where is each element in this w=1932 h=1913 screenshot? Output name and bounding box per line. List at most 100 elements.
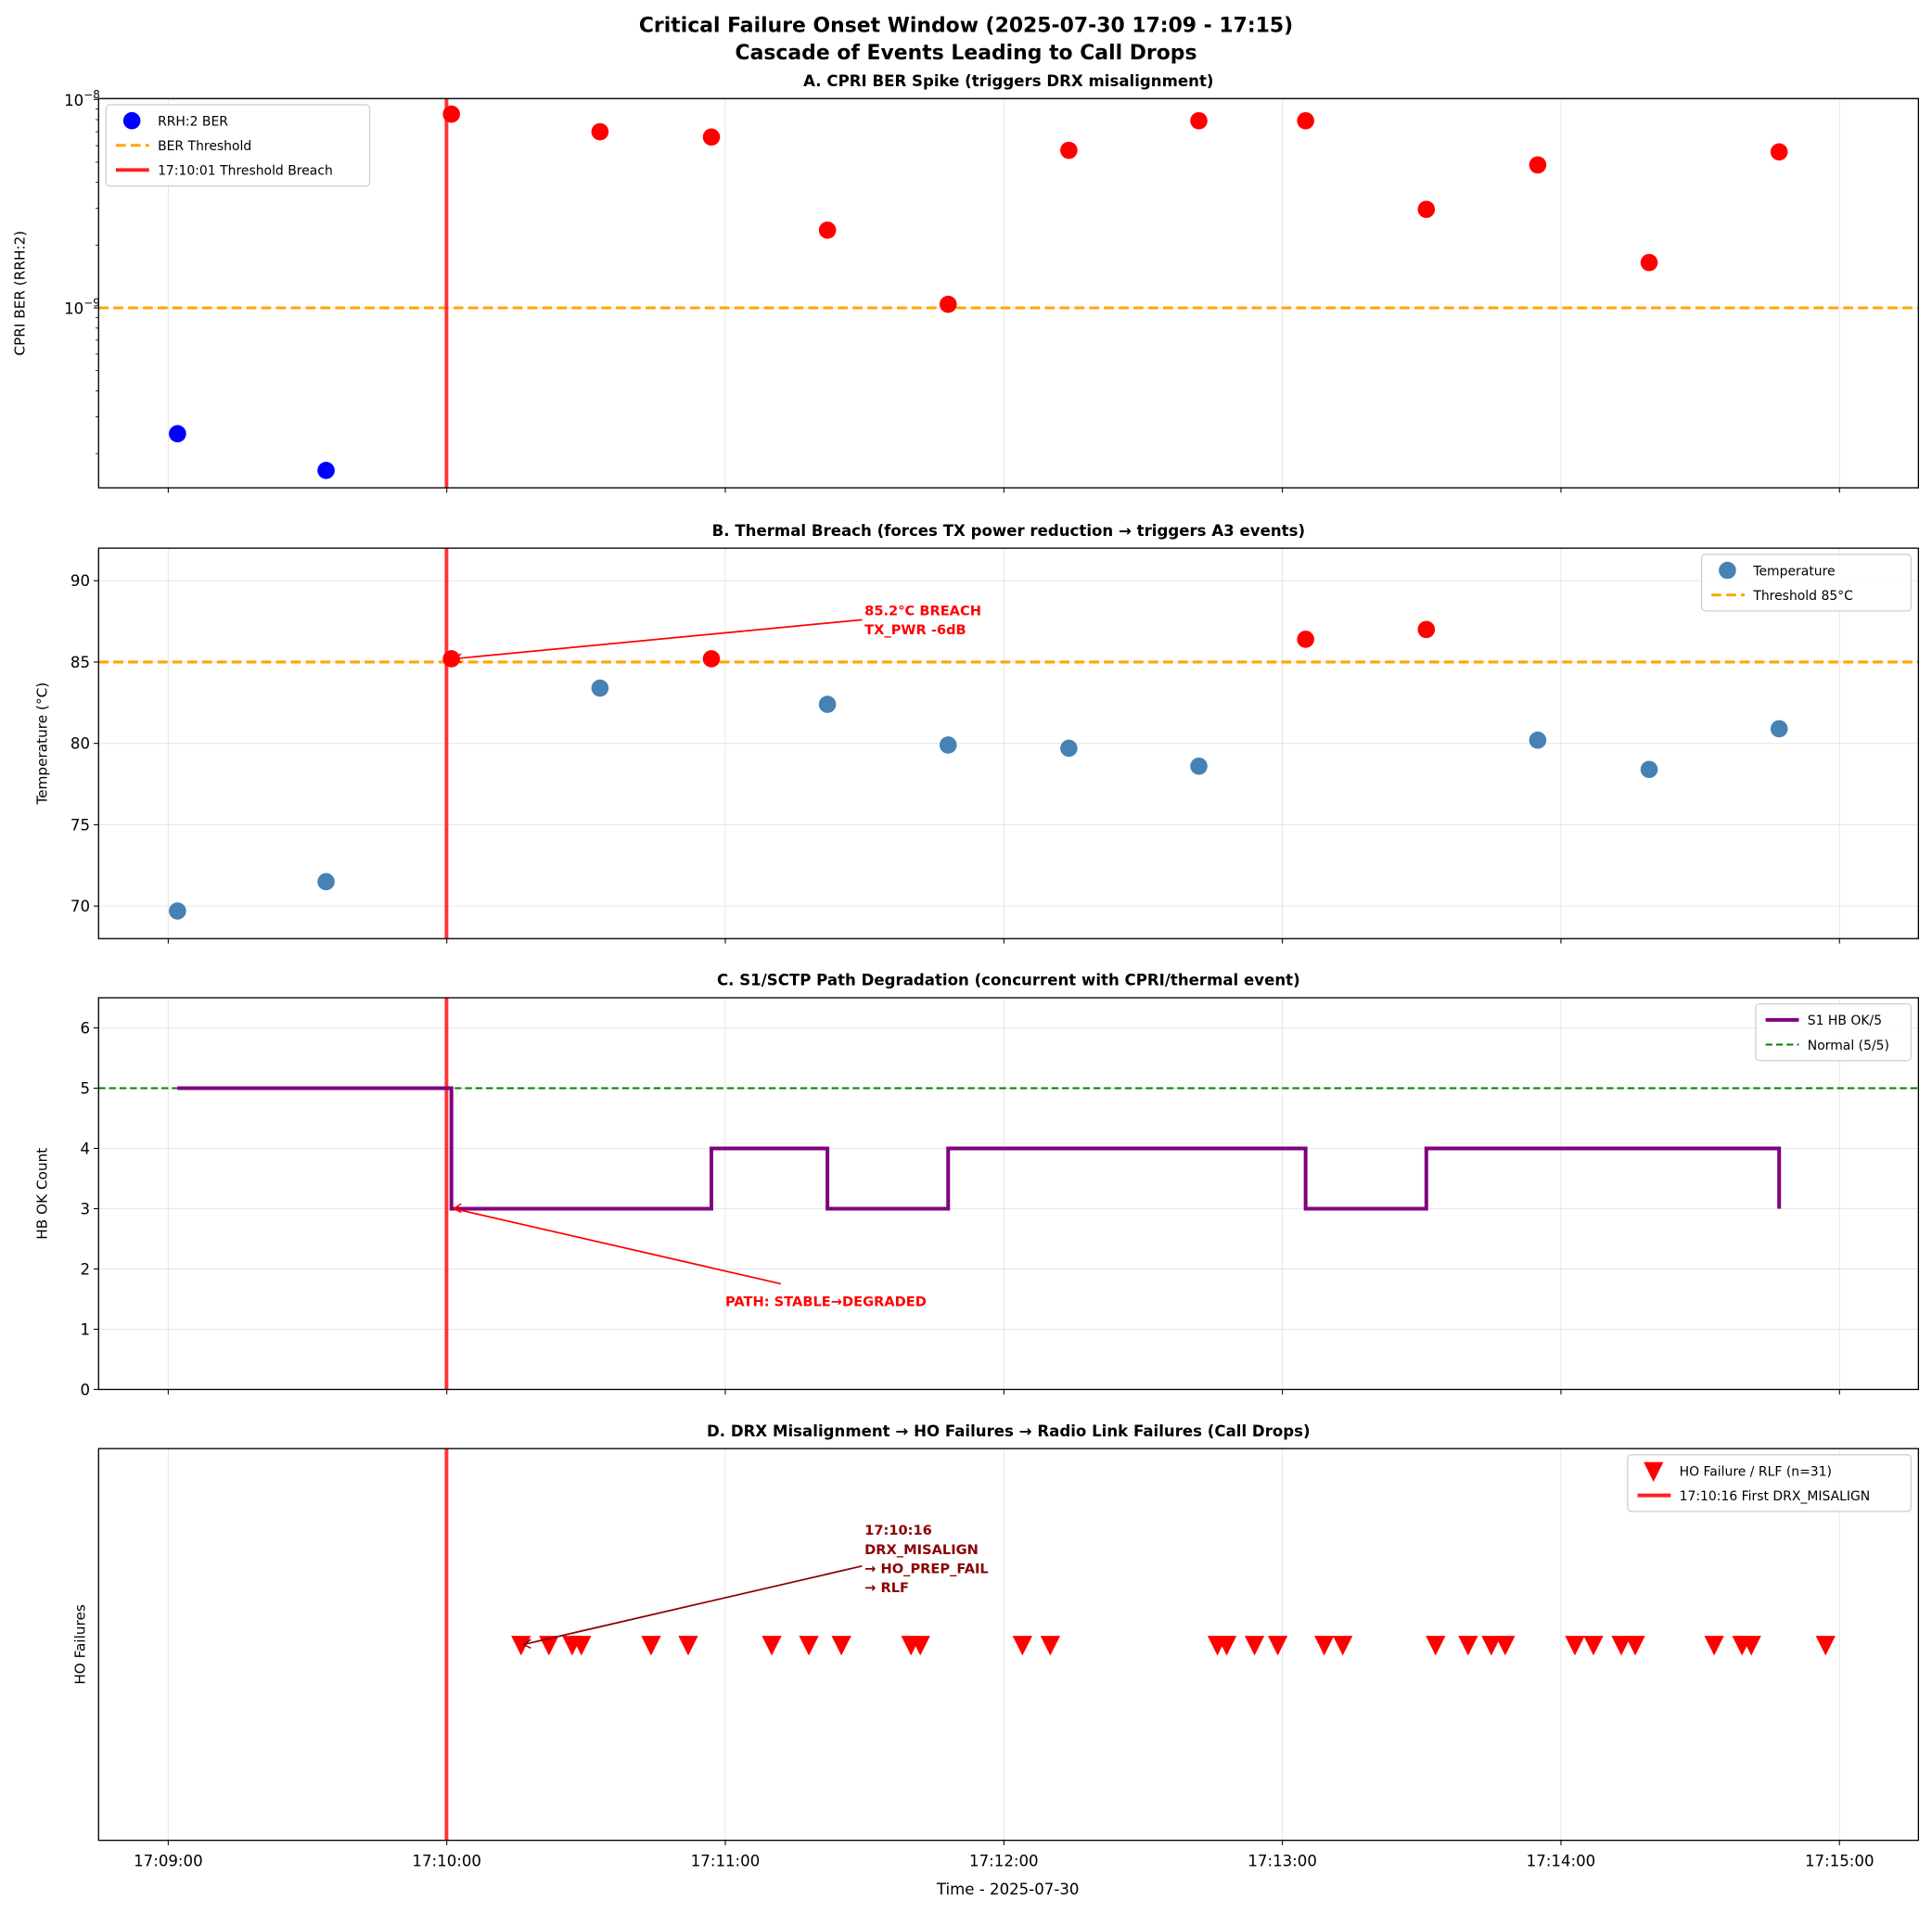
ho-failure-marker [910, 1636, 930, 1656]
chart-subtitle: Cascade of Events Leading to Call Drops [736, 42, 1197, 65]
x-tick-label: 17:12:00 [969, 1853, 1039, 1870]
ho-failure-marker [678, 1636, 698, 1656]
x-tick-label: 17:09:00 [134, 1853, 203, 1870]
annotation-arrow [454, 1207, 781, 1285]
data-point [1640, 253, 1658, 272]
annotation-text: TX_PWR -6dB [864, 622, 966, 638]
y-axis-label: HB OK Count [34, 1148, 51, 1240]
data-point [591, 122, 609, 141]
x-tick-label: 17:11:00 [691, 1853, 761, 1870]
annotation-arrow [454, 619, 863, 660]
ho-failure-marker [1426, 1636, 1446, 1656]
y-tick-base: 10 [64, 300, 83, 318]
data-point [702, 128, 721, 147]
y-tick-label: 85 [70, 654, 90, 671]
ho-failure-marker [1244, 1636, 1265, 1656]
ho-failure-marker [1458, 1636, 1478, 1656]
annotation-text: 85.2°C BREACH [864, 603, 981, 619]
data-point [1417, 200, 1436, 219]
y-tick-label: 2 [80, 1260, 90, 1278]
ho-failure-marker [1495, 1636, 1516, 1656]
axes-frame [97, 997, 1920, 1391]
data-point [442, 105, 461, 123]
data-point [1297, 111, 1314, 130]
ho-failure-marker [1481, 1636, 1502, 1656]
ho-failure-marker [799, 1636, 819, 1656]
annotation-text: DRX_MISALIGN [864, 1542, 979, 1558]
panel-A: 10−810−9A. CPRI BER Spike (triggers DRX … [12, 72, 1920, 493]
ho-failure-marker [1040, 1636, 1061, 1656]
y-tick-label: 3 [80, 1200, 90, 1218]
data-point [169, 425, 186, 443]
ho-failure-marker [1333, 1636, 1353, 1656]
y-tick-exp: −8 [83, 88, 100, 101]
ho-failure-marker [1611, 1636, 1631, 1656]
data-point [1190, 757, 1208, 775]
annotation-text: 17:10:16 [864, 1523, 932, 1538]
x-tick-label: 17:10:00 [412, 1853, 481, 1870]
ho-failure-marker [1314, 1636, 1335, 1656]
legend-marker-icon [1719, 561, 1736, 580]
subplots: 10−810−9A. CPRI BER Spike (triggers DRX … [12, 72, 1920, 1870]
y-tick-label: 80 [70, 735, 90, 753]
y-tick-label: 6 [80, 1019, 90, 1037]
axes-frame [97, 1448, 1920, 1842]
ho-failure-marker [539, 1636, 559, 1656]
annotation-text: → RLF [864, 1580, 909, 1596]
legend-label: 17:10:01 Threshold Breach [158, 164, 333, 179]
y-axis-label: CPRI BER (RRH:2) [12, 231, 29, 356]
data-point [1640, 760, 1658, 779]
annotation-arrowhead [521, 1639, 531, 1650]
panel-title: B. Thermal Breach (forces TX power reduc… [712, 522, 1305, 540]
data-point [1060, 141, 1078, 159]
data-point [1190, 111, 1208, 130]
x-axis-label: Time - 2025-07-30 [936, 1881, 1080, 1898]
ho-failure-marker [1216, 1636, 1237, 1656]
legend: Temperature Threshold 85°C [1700, 554, 1913, 612]
ho-failure-marker [1583, 1636, 1604, 1656]
legend-label: Temperature [1752, 564, 1835, 579]
data-point [1529, 731, 1547, 749]
annotation-arrowhead [452, 653, 462, 664]
axes-frame [97, 547, 1920, 939]
legend-box [105, 104, 371, 187]
legend-label: HO Failure / RLF (n=31) [1680, 1464, 1832, 1479]
ho-failure-marker [1741, 1636, 1761, 1656]
ho-failure-marker [1625, 1636, 1645, 1656]
panel-title: A. CPRI BER Spike (triggers DRX misalign… [803, 72, 1213, 90]
legend-marker-icon [122, 111, 141, 130]
data-point [317, 873, 335, 891]
legend-label: 17:10:16 First DRX_MISALIGN [1680, 1489, 1871, 1504]
y-tick-label: 90 [70, 572, 90, 590]
y-tick-label: 4 [80, 1140, 90, 1157]
ho-failure-marker [1012, 1636, 1032, 1656]
data-point [1529, 156, 1547, 174]
y-axis-label: HO Failures [72, 1604, 89, 1685]
panel-title: D. DRX Misalignment → HO Failures → Radi… [707, 1422, 1311, 1440]
x-tick-label: 17:15:00 [1805, 1853, 1874, 1870]
legend-label: Normal (5/5) [1808, 1039, 1889, 1053]
y-tick-label: 10−8 [64, 88, 100, 109]
annotation-text: PATH: STABLE→DEGRADED [725, 1294, 927, 1309]
data-point [1060, 739, 1078, 758]
ho-failure-marker [641, 1636, 661, 1656]
ho-failure-marker [511, 1636, 531, 1656]
legend-box [1627, 1454, 1913, 1512]
axes-frame [97, 97, 1920, 489]
x-tick-label: 17:13:00 [1247, 1853, 1317, 1870]
legend-box [1700, 554, 1913, 612]
annotation-arrowhead [452, 1203, 462, 1214]
legend: HO Failure / RLF (n=31) 17:10:16 First DR… [1627, 1454, 1913, 1512]
data-point [1297, 631, 1314, 648]
legend: S1 HB OK/5 Normal (5/5) [1755, 1002, 1913, 1062]
y-tick-base: 10 [64, 92, 83, 109]
panel-C: 0 1 2 3 4 5 6 C. S1/SCTP Path Degradation (conc… [34, 972, 1920, 1398]
data-point [1770, 143, 1788, 161]
data-point [442, 650, 461, 668]
data-point [818, 695, 837, 713]
y-axis-label: Temperature (°C) [34, 682, 51, 806]
y-tick-exp: −9 [83, 297, 100, 310]
y-tick-label: 1 [80, 1320, 90, 1338]
legend: RRH:2 BER BER Threshold 17:10:01 Threshold… [105, 104, 371, 187]
